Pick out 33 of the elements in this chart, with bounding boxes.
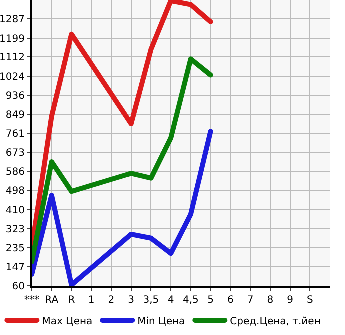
- legend-label: Max Цена: [42, 316, 93, 328]
- x-tick-label: 9: [287, 295, 294, 306]
- x-tick-label: S: [306, 295, 314, 306]
- x-tick-label: 7: [247, 295, 254, 306]
- x-tick-label: RA: [45, 295, 59, 306]
- y-tick-label: 410: [6, 205, 25, 216]
- y-tick-label: 936: [6, 90, 25, 102]
- x-tick-label: 1: [88, 295, 95, 306]
- x-tick-label: 4,5: [182, 295, 199, 306]
- legend-label: Сред.Цена, т.йен: [230, 316, 321, 328]
- x-tick-label: 3,5: [143, 295, 160, 306]
- x-tick-label: R: [68, 295, 76, 306]
- legend-label: Min Цена: [138, 316, 186, 328]
- y-tick-label: 147: [6, 262, 25, 274]
- y-tick-label: 498: [6, 186, 25, 198]
- x-tick-label: 2: [108, 295, 115, 306]
- y-tick-label: 1199: [0, 34, 25, 45]
- x-tick-label: 4: [168, 295, 174, 306]
- y-tick-label: 1287: [0, 14, 25, 26]
- x-tick-label: 8: [267, 295, 274, 306]
- x-tick-label: 3: [128, 295, 135, 306]
- y-tick-label: 323: [6, 224, 25, 236]
- y-tick-label: 60: [12, 282, 25, 292]
- x-tick-label: 6: [227, 295, 234, 306]
- y-tick-label: 1024: [0, 72, 25, 83]
- x-tick-label: ***: [24, 295, 40, 306]
- y-tick-label: 235: [6, 243, 25, 254]
- x-tick-label: 5: [208, 295, 214, 306]
- y-tick-label: 849: [6, 110, 25, 121]
- y-tick-label: 586: [6, 167, 25, 178]
- y-tick-label: 673: [6, 148, 25, 160]
- y-tick-label: 761: [6, 129, 25, 140]
- y-tick-label: 1112: [0, 52, 25, 64]
